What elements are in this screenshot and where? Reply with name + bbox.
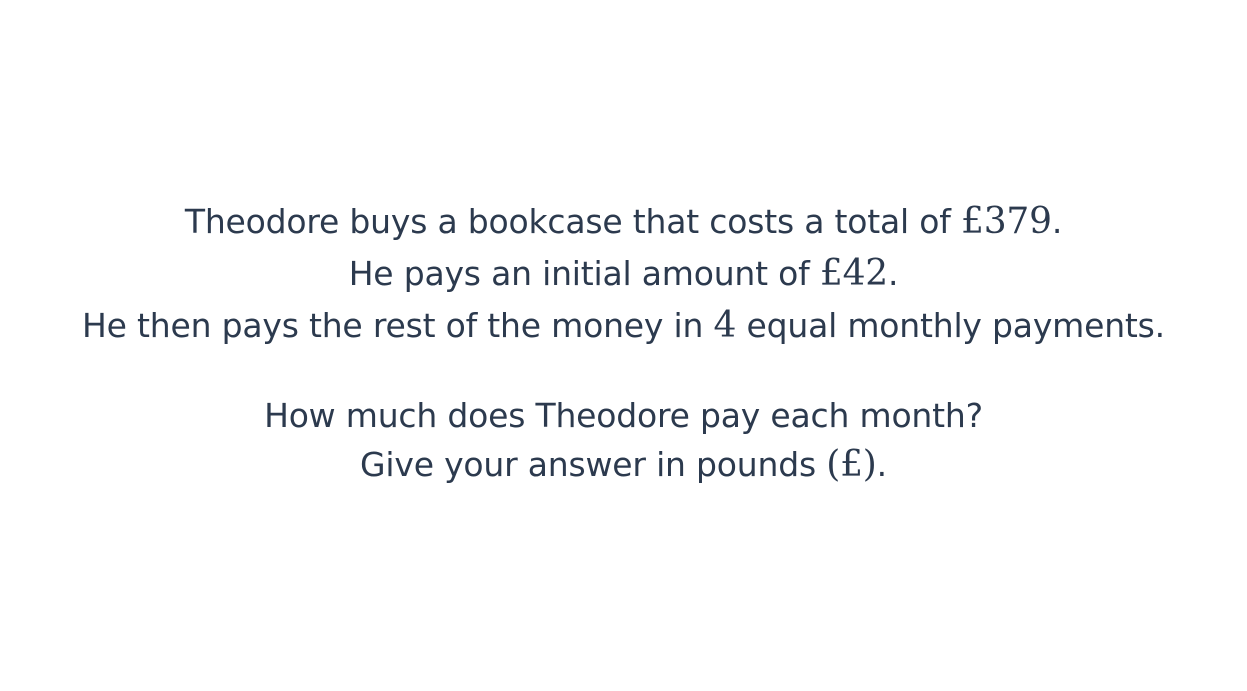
punct-period: . [1051,202,1063,241]
text-monthly-rest: equal monthly payments. [746,306,1166,345]
text-units: Give your answer in pounds [360,445,816,484]
question-line-units: Give your answer in pounds (£). [0,442,1247,488]
text-initial-amount: He pays an initial amount of [348,254,810,293]
math-initial-amount: £42 [819,253,888,294]
punct-period: . [888,254,899,293]
question-line-monthly-payments: He then pays the rest of the money in 4 … [0,300,1247,352]
math-payment-count: 4 [713,305,737,346]
text-monthly-intro: He then pays the rest of the money in [82,306,704,345]
question-line-prompt: How much does Theodore pay each month? [0,390,1247,442]
question-line-initial-amount: He pays an initial amount of £42. [0,248,1247,300]
math-total-cost: £379 [961,201,1052,242]
punct-period: . [876,445,888,484]
text-total-cost: Theodore buys a bookcase that costs a to… [184,202,951,241]
math-units: (£) [826,444,877,485]
question-text: Theodore buys a bookcase that costs a to… [0,196,1247,488]
question-line-total-cost: Theodore buys a bookcase that costs a to… [0,196,1247,248]
paragraph-gap [0,352,1247,390]
text-prompt: How much does Theodore pay each month? [264,396,983,435]
